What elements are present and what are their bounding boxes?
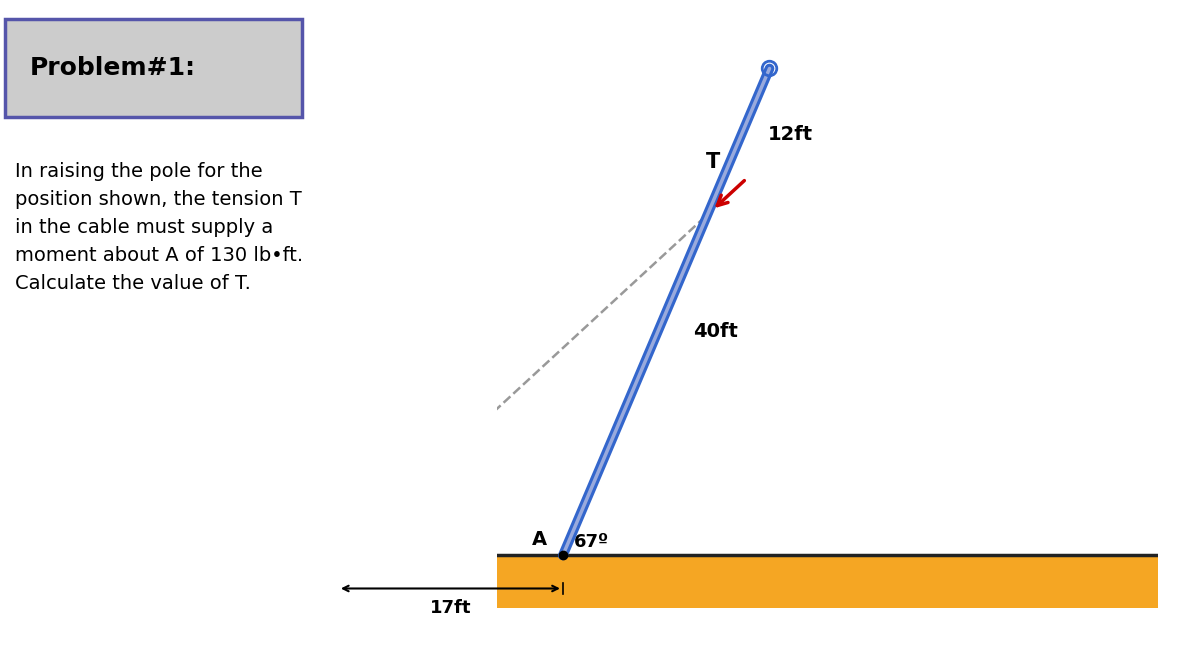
Text: In raising the pole for the
position shown, the tension T
in the cable must supp: In raising the pole for the position sho… [16,162,303,293]
Text: 12ft: 12ft [767,126,813,145]
Bar [496,555,1158,608]
Text: 17ft: 17ft [429,599,471,617]
Text: 67º: 67º [573,533,609,551]
FancyBboxPatch shape [5,19,302,117]
Text: T: T [706,152,721,172]
Text: 40ft: 40ft [693,322,737,341]
Text: A: A [532,530,547,549]
Text: Problem#1:: Problem#1: [30,56,197,80]
